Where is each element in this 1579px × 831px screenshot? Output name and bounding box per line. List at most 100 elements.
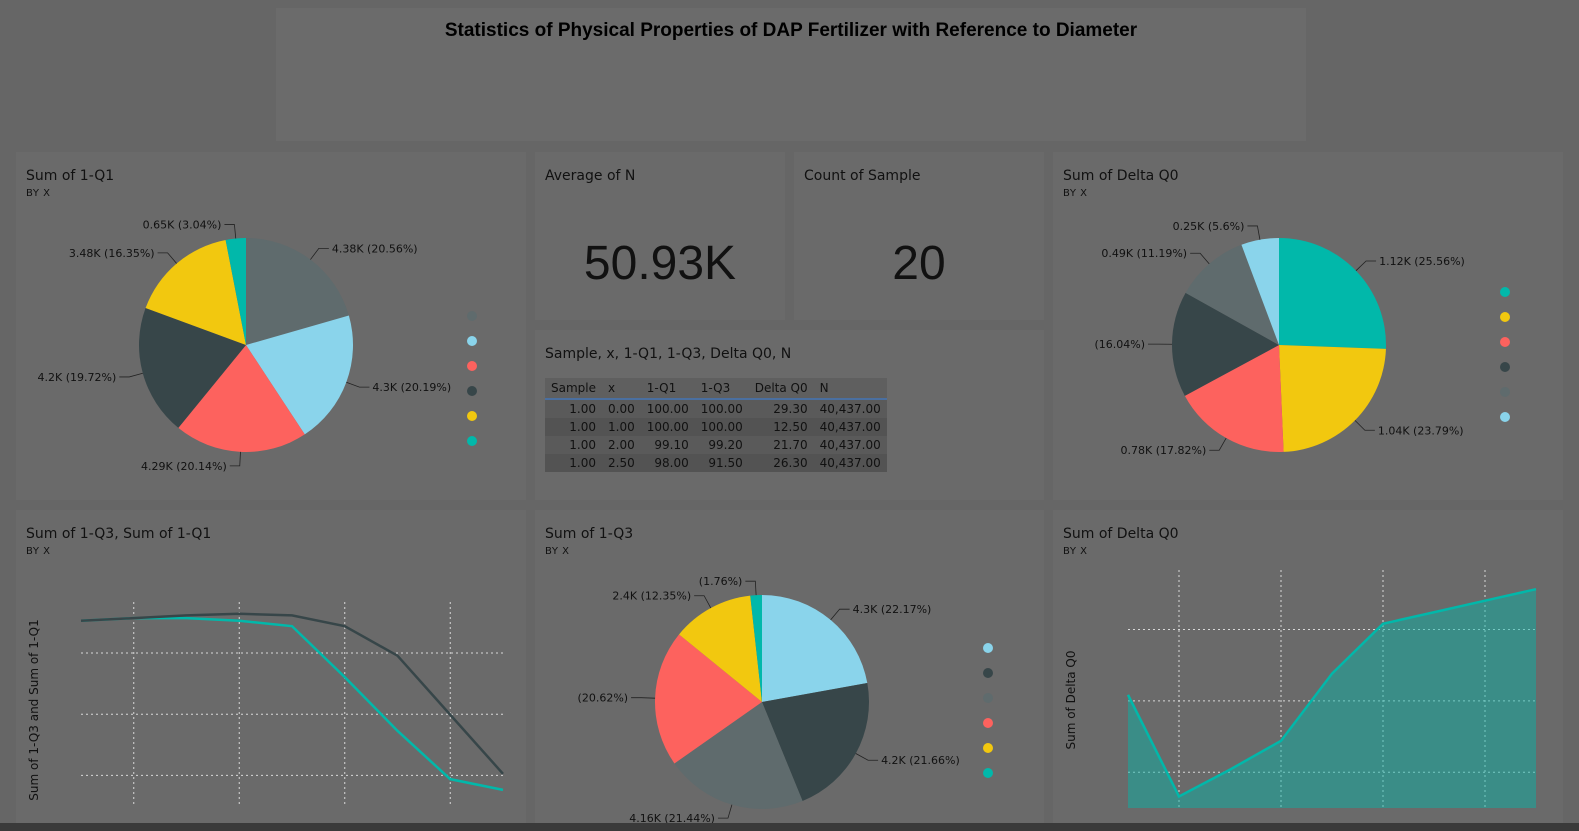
leader-line [855, 753, 879, 761]
panel-title: Sum of Delta Q0 [1063, 168, 1179, 184]
line-q-chart[interactable]: Sum of 1-Q3 and Sum of 1-Q1 [16, 510, 526, 831]
kpi-title: Count of Sample [804, 168, 921, 184]
pie-slice[interactable] [178, 345, 305, 453]
pie-slice[interactable] [139, 308, 246, 428]
pie-q3-chart[interactable]: 4.3K (22.17%) 4.2K (21.66%) 4.16K (21.44%)… [535, 510, 1044, 831]
leader-line [157, 252, 177, 264]
kpi-count-sample[interactable]: Count of Sample 20 [794, 152, 1044, 320]
cell: 100.00 [640, 418, 695, 436]
col-header[interactable]: 1-Q1 [640, 378, 695, 400]
table-title: Sample, x, 1-Q1, 1-Q3, Delta Q0, N [545, 346, 792, 362]
cell: 99.20 [694, 436, 749, 454]
col-header[interactable]: N [813, 378, 887, 400]
pie-slice[interactable] [750, 595, 762, 702]
data-label: 4.38K (20.56%) [332, 242, 418, 255]
legend-dot[interactable] [983, 693, 993, 703]
legend-dot[interactable] [467, 311, 477, 321]
leader-line [1190, 252, 1210, 265]
legend-dot[interactable] [1500, 337, 1510, 347]
data-label: 0.49K (11.19%) [1101, 247, 1187, 260]
legend-dot[interactable] [983, 743, 993, 753]
cell: 1.00 [545, 454, 602, 472]
leader-line [1247, 225, 1261, 240]
legend-dot[interactable] [1500, 362, 1510, 372]
area-dq0-panel[interactable]: Sum of Delta Q0 BY X Sum of Delta Q0 [1053, 510, 1563, 831]
pie-q1-chart[interactable]: 4.38K (20.56%) 4.3K (20.19%) 4.29K (20.14%… [16, 152, 526, 500]
table-row: 1.00 1.00 100.00 100.00 12.50 40,437.00 [545, 418, 887, 436]
pie-slice[interactable] [1279, 345, 1386, 452]
legend-dot[interactable] [467, 361, 477, 371]
kpi-value: 50.93K [583, 237, 737, 290]
legend-dot[interactable] [983, 643, 993, 653]
area-fill [1128, 589, 1536, 808]
pie-slice[interactable] [1241, 238, 1279, 345]
legend-dot[interactable] [983, 768, 993, 778]
pie-slice[interactable] [1279, 238, 1386, 349]
pie-slice[interactable] [762, 595, 868, 702]
pie-slice[interactable] [1185, 244, 1279, 345]
legend-dot[interactable] [983, 668, 993, 678]
leader-line [119, 372, 143, 378]
cell: 0.00 [602, 399, 641, 418]
col-header[interactable]: 1-Q3 [694, 378, 749, 400]
data-label: 4.2K (21.66%) [881, 754, 960, 767]
data-label: 4.2K (19.72%) [38, 371, 117, 384]
legend-dot[interactable] [1500, 287, 1510, 297]
pie-slice[interactable] [225, 238, 246, 345]
kpi-title: Average of N [545, 168, 636, 184]
pie-slice[interactable] [246, 238, 349, 345]
series-line[interactable] [1126, 587, 1537, 799]
legend-dot[interactable] [1500, 412, 1510, 422]
pie-q1-panel[interactable]: Sum of 1-Q1 BY X 4.38K (20.56%) 4.3K (20.… [16, 152, 526, 500]
legend-dot[interactable] [467, 436, 477, 446]
pie-dq0-panel[interactable]: Sum of Delta Q0 BY X 1.12K (25.56%) 1.04K… [1053, 152, 1563, 500]
pie-slice[interactable] [674, 702, 803, 809]
col-header[interactable]: Delta Q0 [748, 378, 814, 400]
pie-q3-panel[interactable]: Sum of 1-Q3 BY X 4.3K (22.17%) 4.2K (21.6… [535, 510, 1044, 831]
data-label: 4.3K (20.19%) [372, 381, 451, 394]
cell: 40,437.00 [813, 399, 887, 418]
pie-slice[interactable] [145, 239, 246, 345]
data-table[interactable]: Sample x 1-Q1 1-Q3 Delta Q0 N 1.00 0.00 10… [545, 378, 887, 472]
kpi-average-n[interactable]: Average of N 50.93K [535, 152, 785, 320]
table-panel[interactable]: Sample, x, 1-Q1, 1-Q3, Delta Q0, N Sampl… [535, 330, 1044, 500]
panel-subtitle: BY X [1063, 546, 1088, 557]
pie-slice[interactable] [679, 595, 762, 702]
pie-slice[interactable] [762, 683, 869, 802]
data-label: 0.78K (17.82%) [1121, 444, 1207, 457]
data-label: 3.48K (16.35%) [69, 247, 155, 260]
cell: 1.00 [545, 399, 602, 418]
cell: 100.00 [640, 399, 695, 418]
cell: 26.30 [748, 454, 814, 472]
pie-slice[interactable] [655, 634, 762, 764]
footer-bar [0, 823, 1579, 831]
leader-line [1354, 420, 1375, 431]
col-header[interactable]: x [602, 378, 641, 400]
col-header[interactable]: Sample [545, 378, 602, 400]
area-dq0-chart[interactable]: Sum of Delta Q0 [1053, 510, 1563, 831]
leader-line [229, 451, 241, 467]
pie-slice[interactable] [1184, 345, 1284, 453]
kpi-value: 20 [892, 237, 946, 290]
legend-dot[interactable] [467, 411, 477, 421]
table-row: 1.00 2.00 99.10 99.20 21.70 40,437.00 [545, 436, 887, 454]
pie-dq0-chart[interactable]: 1.12K (25.56%) 1.04K (23.79%) 0.78K (17.82… [1053, 152, 1563, 500]
legend-dot[interactable] [983, 718, 993, 728]
legend-dot[interactable] [467, 386, 477, 396]
cell: 40,437.00 [813, 454, 887, 472]
data-label: 4.29K (20.14%) [141, 460, 227, 473]
pie-slice[interactable] [246, 315, 353, 435]
series-line[interactable] [80, 612, 504, 775]
panel-title: Sum of Delta Q0 [1063, 526, 1179, 542]
panel-subtitle: BY X [545, 546, 570, 557]
legend-dot[interactable] [1500, 387, 1510, 397]
legend-dot[interactable] [1500, 312, 1510, 322]
legend-dot[interactable] [467, 336, 477, 346]
cell: 40,437.00 [813, 436, 887, 454]
pie-slice[interactable] [1172, 292, 1279, 396]
panel-title: Sum of 1-Q1 [26, 168, 115, 184]
data-label: 2.4K (12.35%) [612, 590, 691, 603]
panel-subtitle: BY X [26, 546, 51, 557]
line-q-panel[interactable]: Sum of 1-Q3, Sum of 1-Q1 BY X Sum of 1-Q… [16, 510, 526, 831]
panel-title: Sum of 1-Q3, Sum of 1-Q1 [26, 526, 212, 542]
